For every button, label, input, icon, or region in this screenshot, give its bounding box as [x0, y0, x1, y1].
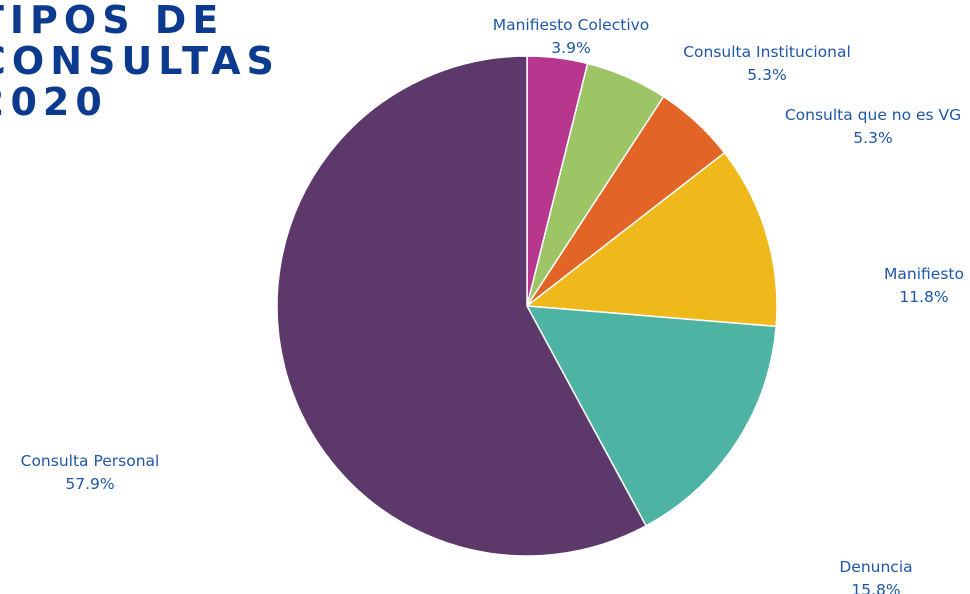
chart-title-line-2: CONSULTAS — [0, 39, 280, 83]
slice-label: Consulta Institucional — [683, 43, 851, 61]
slice-label: Consulta que no es VG — [785, 106, 961, 124]
slice-percentage: 3.9% — [551, 39, 590, 57]
pie-slice-consulta-personal — [276, 55, 648, 557]
slice-percentage: 57.9% — [65, 475, 114, 493]
chart-title: TIPOS DE CONSULTAS 2020 — [0, 0, 280, 123]
slice-percentage: 11.8% — [899, 288, 948, 306]
slice-percentage: 5.3% — [747, 66, 786, 84]
slice-label: Denuncia — [839, 558, 912, 576]
slice-percentage: 5.3% — [853, 129, 892, 147]
slice-label: Manifiesto Colectivo — [493, 16, 650, 34]
slice-label: Consulta Personal — [21, 452, 160, 470]
chart-title-line-1: TIPOS DE — [0, 0, 225, 42]
slice-label: Manifiesto — [884, 265, 964, 283]
slice-percentage: 15.8% — [851, 581, 900, 594]
pie-slice-manifiesto — [525, 151, 778, 328]
pie-slice-denuncia — [525, 305, 777, 527]
chart-title-line-3: 2020 — [0, 80, 108, 124]
